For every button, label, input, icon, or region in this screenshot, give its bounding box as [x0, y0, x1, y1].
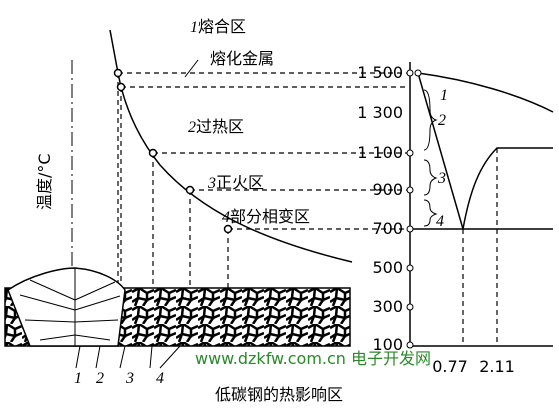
section-label: 4 — [156, 370, 164, 387]
zone-label: 3正火区 — [207, 173, 264, 192]
zone-label: 2过热区 — [188, 117, 244, 136]
section-label: 3 — [125, 370, 134, 387]
cooling-curve-panel: 1熔合区 熔化金属 2过热区 3正火区 4部分相变区 温度/°C — [35, 17, 408, 345]
tick-label: 300 — [372, 297, 403, 316]
tick-label: 1 300 — [357, 103, 403, 122]
tick-label: 1 100 — [357, 143, 403, 162]
temperature-curve — [109, 29, 353, 263]
tick-label: 500 — [372, 258, 403, 277]
carbon-tick: 0.77 — [432, 357, 468, 376]
curve-points — [113, 68, 233, 234]
watermark: www.dzkfw.com.cn 电子开发网 — [195, 349, 431, 368]
phase-label: 3 — [437, 170, 446, 187]
phase-label: 1 — [440, 87, 448, 104]
phase-diagram: 1 500 1 300 1 100 900 700 500 300 100 0.… — [357, 62, 554, 376]
weld-section: 1 2 3 4 — [4, 267, 351, 387]
zone-label: 1熔合区 — [190, 17, 246, 36]
phase-label: 4 — [436, 213, 444, 230]
carbon-tick: 2.11 — [479, 357, 515, 376]
tick-label: 700 — [372, 219, 403, 238]
y-axis-label: 温度/°C — [35, 153, 54, 210]
section-label: 2 — [96, 370, 104, 387]
guide-lines — [117, 72, 408, 290]
caption: 低碳钢的热影响区 — [215, 385, 343, 404]
tick-label: 100 — [372, 335, 403, 354]
tick-label: 1 500 — [357, 63, 403, 82]
tick-label: 900 — [372, 180, 403, 199]
metal-label: 熔化金属 — [210, 49, 274, 68]
section-label: 1 — [74, 370, 82, 387]
leader — [184, 59, 199, 78]
zone-label: 4部分相变区 — [222, 207, 310, 226]
temperature-ticks: 1 500 1 300 1 100 900 700 500 300 100 — [357, 63, 403, 354]
phase-label: 2 — [438, 112, 446, 129]
